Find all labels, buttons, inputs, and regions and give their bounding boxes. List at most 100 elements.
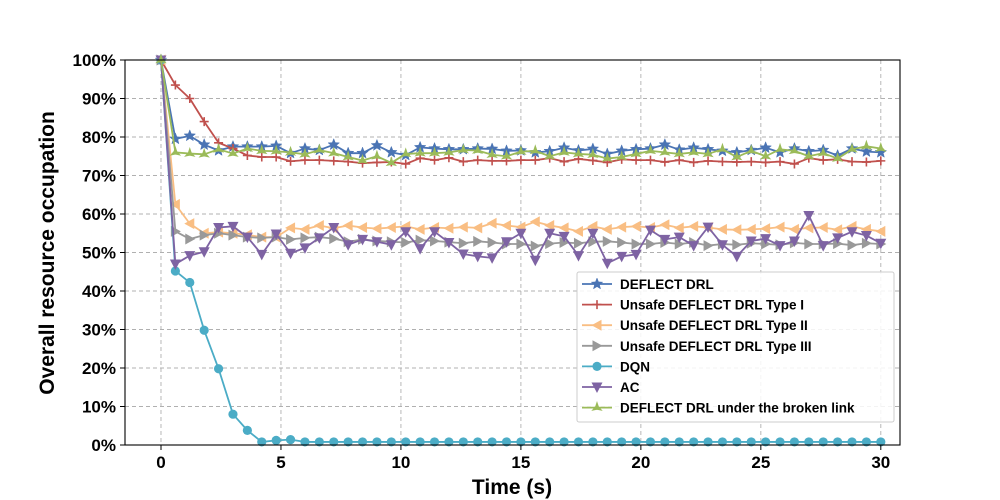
data-point-dqn [228,409,238,419]
data-point-unsafe-deflect-drl-type-i [689,157,699,167]
data-point-deflect-drl-under-the-broken-link [428,146,441,157]
y-tick-label: 60% [82,205,116,224]
data-point-unsafe-deflect-drl-type-iii [530,240,541,252]
data-point-dqn [170,266,180,276]
data-point-unsafe-deflect-drl-type-iii [257,232,268,244]
x-axis-label: Time (s) [472,476,552,499]
data-point-ac [702,222,714,234]
data-point-unsafe-deflect-drl-type-iii [645,238,656,250]
data-point-unsafe-deflect-drl-type-iii [847,239,858,251]
data-point-unsafe-deflect-drl-type-i [818,155,828,165]
data-point-dqn [501,437,512,447]
data-point-unsafe-deflect-drl-type-ii [414,223,425,235]
data-point-deflect-drl-under-the-broken-link [673,147,685,158]
data-point-deflect-drl-under-the-broken-link [731,150,743,161]
legend-item-unsafe-deflect-drl-type-iii: Unsafe DEFLECT DRL Type III [582,339,812,354]
data-point-unsafe-deflect-drl-type-ii [616,221,627,233]
data-point-dqn [242,425,252,435]
data-point-ac [659,234,671,246]
y-tick-label: 70% [82,167,116,186]
data-point-unsafe-deflect-drl-type-iii [228,229,239,241]
data-point-ac [443,237,455,249]
data-point-ac [457,249,469,261]
x-tick-label: 25 [751,453,770,472]
y-tick-label: 80% [82,128,116,147]
data-point-dqn [415,437,425,447]
data-point-deflect-drl-under-the-broken-link [803,149,815,160]
data-point-deflect-drl-under-the-broken-link [601,151,613,162]
legend-swatch-marker [591,401,603,411]
data-point-deflect-drl-under-the-broken-link [875,141,887,152]
data-point-unsafe-deflect-drl-type-iii [804,238,815,250]
data-point-dqn [645,437,656,447]
data-point-unsafe-deflect-drl-type-i [487,156,497,166]
data-point-unsafe-deflect-drl-type-ii [558,222,569,234]
y-tick-label: 40% [82,282,116,301]
data-point-deflect-drl [183,129,197,142]
x-tick-label: 10 [391,453,410,472]
data-point-ac [371,237,383,248]
data-point-deflect-drl-under-the-broken-link [400,147,412,158]
y-tick-label: 50% [82,244,116,263]
data-point-unsafe-deflect-drl-type-iii [617,236,628,248]
data-point-unsafe-deflect-drl-type-iii [732,239,743,251]
data-point-deflect-drl-under-the-broken-link [443,145,455,156]
data-point-unsafe-deflect-drl-type-iii [185,233,196,245]
data-point-unsafe-deflect-drl-type-iii [761,238,772,250]
data-point-dqn [818,437,828,447]
legend-item-ac: AC [582,380,640,395]
data-point-dqn [300,437,310,447]
data-point-unsafe-deflect-drl-type-i [588,155,598,165]
data-point-ac [774,241,786,252]
data-point-dqn [530,437,540,447]
data-point-deflect-drl-under-the-broken-link [385,156,398,167]
data-point-ac [241,232,253,244]
data-point-unsafe-deflect-drl-type-i [473,155,483,165]
data-point-unsafe-deflect-drl-type-ii [688,220,699,232]
data-point-ac [501,237,513,248]
data-point-deflect-drl [197,138,211,151]
data-point-unsafe-deflect-drl-type-i [170,80,180,90]
data-point-unsafe-deflect-drl-type-iii [329,233,340,245]
data-point-deflect-drl-under-the-broken-link [500,149,513,160]
data-point-deflect-drl [384,145,398,158]
data-point-unsafe-deflect-drl-type-ii [385,221,396,233]
legend-item-deflect-drl-under-the-broken-link: DEFLECT DRL under the broken link [582,401,855,416]
data-point-unsafe-deflect-drl-type-ii [716,223,727,235]
data-point-unsafe-deflect-drl-type-i [530,155,540,165]
data-point-dqn [559,437,569,447]
data-point-dqn [213,364,224,374]
data-point-deflect-drl-under-the-broken-link [515,145,527,155]
data-point-unsafe-deflect-drl-type-ii [443,222,454,234]
data-point-ac [716,240,728,251]
data-point-unsafe-deflect-drl-type-ii [572,225,583,237]
data-point-dqn [199,325,209,335]
data-point-unsafe-deflect-drl-type-i [876,156,886,166]
data-point-unsafe-deflect-drl-type-i [242,150,252,160]
data-point-unsafe-deflect-drl-type-iii [588,236,599,248]
data-point-dqn [833,437,843,447]
x-tick-label: 30 [871,453,890,472]
data-point-unsafe-deflect-drl-type-i [861,157,871,167]
data-point-deflect-drl-under-the-broken-link [198,147,210,158]
data-point-unsafe-deflect-drl-type-ii [832,224,843,236]
data-point-dqn [386,437,396,447]
data-point-deflect-drl-under-the-broken-link [184,146,196,157]
data-point-deflect-drl-under-the-broken-link [860,139,873,150]
data-point-unsafe-deflect-drl-type-ii [673,222,684,234]
y-tick-label: 100% [73,51,116,70]
x-tick-label: 0 [156,453,165,472]
data-point-dqn [674,437,684,447]
data-point-ac [544,228,556,240]
data-point-deflect-drl-under-the-broken-link [587,148,599,159]
data-point-unsafe-deflect-drl-type-ii [659,219,670,231]
data-point-unsafe-deflect-drl-type-i [199,117,209,127]
data-point-deflect-drl-under-the-broken-link [630,147,642,158]
data-point-unsafe-deflect-drl-type-ii [342,220,353,232]
data-point-dqn [343,437,353,447]
data-point-unsafe-deflect-drl-type-i [717,157,727,167]
data-point-dqn [631,437,641,447]
data-point-deflect-drl-under-the-broken-link [529,144,542,155]
data-point-ac [832,233,844,244]
